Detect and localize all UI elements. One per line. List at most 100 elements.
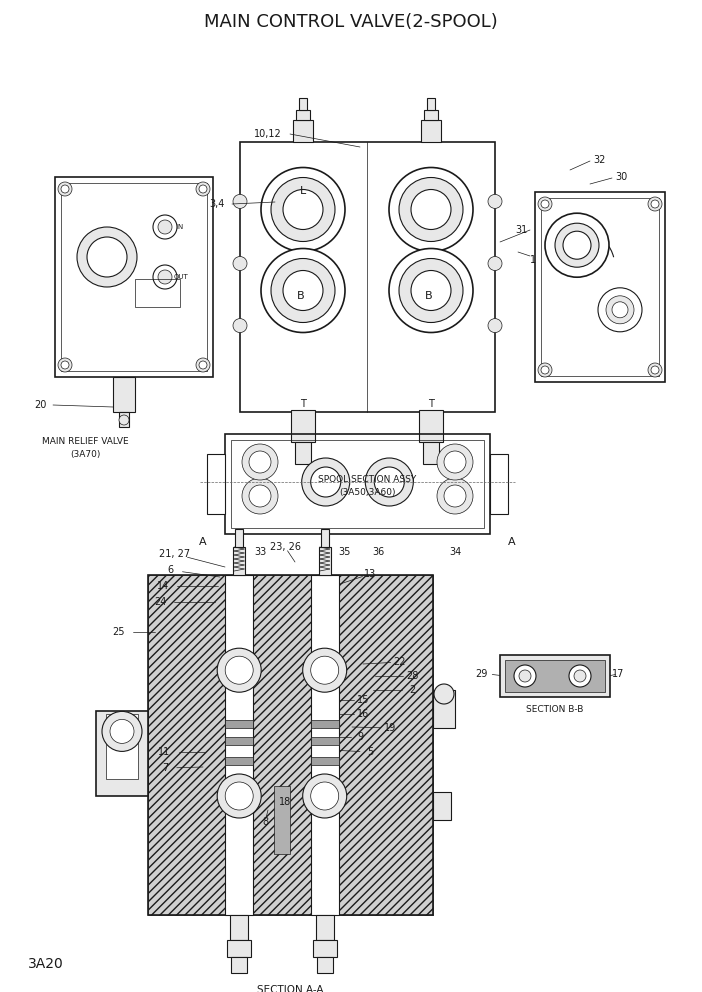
Bar — [231, 957, 247, 973]
Circle shape — [648, 197, 662, 211]
Text: 2: 2 — [409, 685, 415, 695]
Bar — [505, 660, 605, 692]
Text: 15: 15 — [357, 695, 369, 705]
Circle shape — [574, 670, 586, 682]
Bar — [433, 690, 455, 728]
Circle shape — [541, 200, 549, 208]
Text: SECTION B-B: SECTION B-B — [526, 704, 583, 713]
Circle shape — [399, 178, 463, 241]
Bar — [296, 110, 310, 120]
Bar — [421, 120, 441, 142]
Text: 5: 5 — [367, 747, 373, 757]
Bar — [227, 940, 251, 957]
Text: OUT: OUT — [173, 274, 188, 280]
Circle shape — [311, 782, 338, 810]
Circle shape — [612, 302, 628, 317]
Circle shape — [261, 249, 345, 332]
Text: 34: 34 — [449, 547, 461, 557]
Bar — [321, 529, 329, 547]
Circle shape — [233, 257, 247, 271]
Circle shape — [199, 361, 207, 369]
Circle shape — [437, 444, 473, 480]
Text: 10,12: 10,12 — [254, 129, 282, 139]
Bar — [291, 410, 315, 442]
Bar — [230, 915, 249, 940]
Bar — [427, 98, 435, 110]
Circle shape — [87, 237, 127, 277]
Circle shape — [488, 318, 502, 332]
Text: 20: 20 — [34, 400, 47, 410]
Circle shape — [225, 782, 253, 810]
Circle shape — [488, 194, 502, 208]
Circle shape — [555, 223, 599, 267]
Circle shape — [311, 656, 338, 684]
Circle shape — [249, 451, 271, 473]
Bar — [225, 434, 490, 534]
Text: 25: 25 — [112, 627, 125, 637]
Circle shape — [488, 257, 502, 271]
Circle shape — [541, 366, 549, 374]
Text: 36: 36 — [373, 547, 385, 557]
Text: 29: 29 — [476, 669, 488, 679]
Bar — [541, 198, 659, 376]
Bar — [419, 410, 443, 442]
Circle shape — [110, 719, 134, 743]
Text: A: A — [199, 537, 207, 547]
Text: SECTION A-A: SECTION A-A — [257, 985, 323, 992]
Circle shape — [199, 185, 207, 193]
Text: 33: 33 — [254, 547, 266, 557]
Circle shape — [217, 774, 261, 818]
Text: 18: 18 — [279, 797, 291, 807]
Circle shape — [514, 665, 536, 687]
Bar — [311, 575, 338, 915]
Circle shape — [302, 458, 350, 506]
Text: (3A50,3A60): (3A50,3A60) — [339, 487, 395, 497]
Bar — [231, 440, 484, 528]
Text: 16: 16 — [357, 709, 369, 719]
Text: B: B — [425, 291, 433, 301]
Text: 3A20: 3A20 — [28, 957, 64, 971]
Circle shape — [271, 259, 335, 322]
Bar — [148, 575, 433, 915]
Bar — [311, 758, 338, 766]
Circle shape — [651, 366, 659, 374]
Bar — [317, 957, 333, 973]
Bar — [311, 737, 338, 745]
Bar — [225, 737, 253, 745]
Bar — [225, 720, 253, 728]
Circle shape — [563, 231, 591, 259]
Bar — [433, 792, 451, 819]
Text: A: A — [508, 537, 516, 547]
Text: T: T — [300, 399, 306, 409]
Bar — [240, 142, 495, 412]
Circle shape — [233, 318, 247, 332]
Text: 21, 27: 21, 27 — [159, 549, 190, 559]
Circle shape — [242, 444, 278, 480]
Circle shape — [444, 485, 466, 507]
Bar — [113, 377, 135, 412]
Bar — [293, 120, 313, 142]
Circle shape — [389, 168, 473, 252]
Bar — [311, 720, 338, 728]
Text: 11: 11 — [158, 747, 170, 757]
Text: 24: 24 — [154, 597, 166, 607]
Circle shape — [225, 656, 253, 684]
Circle shape — [648, 363, 662, 377]
Text: 19: 19 — [384, 723, 396, 733]
Circle shape — [242, 478, 278, 514]
Circle shape — [545, 213, 609, 277]
Circle shape — [61, 361, 69, 369]
Bar — [316, 915, 333, 940]
Text: 1: 1 — [530, 255, 536, 265]
Bar — [225, 758, 253, 766]
Circle shape — [261, 168, 345, 252]
Circle shape — [119, 415, 129, 425]
Text: SPOOL SECTION ASSY: SPOOL SECTION ASSY — [318, 475, 416, 484]
Circle shape — [303, 774, 347, 818]
Text: L: L — [300, 186, 306, 195]
Circle shape — [77, 227, 137, 287]
Circle shape — [389, 249, 473, 332]
Circle shape — [58, 358, 72, 372]
Circle shape — [233, 194, 247, 208]
Text: MAIN RELIEF VALVE: MAIN RELIEF VALVE — [41, 437, 128, 446]
